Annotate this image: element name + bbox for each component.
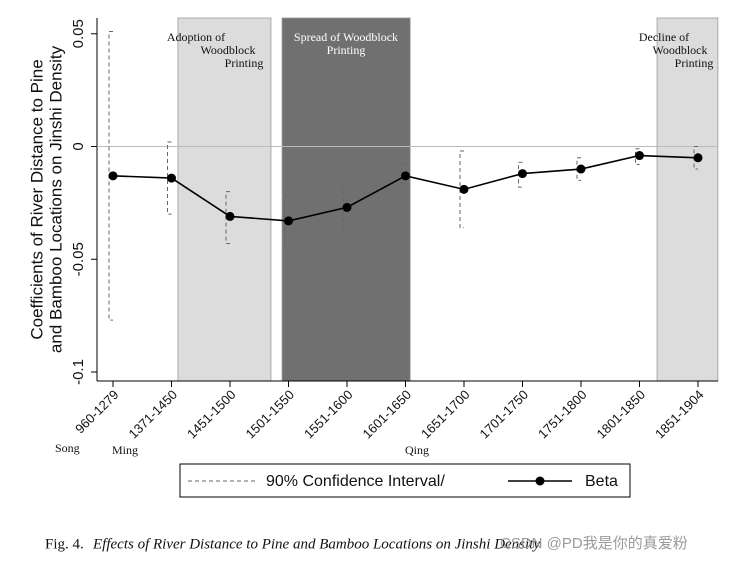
watermark: CSDN @PD我是你的真爱粉 <box>500 534 688 552</box>
x-tick-label: 1601-1650 <box>359 387 414 442</box>
y-tick-label: 0.05 <box>70 19 87 48</box>
x-tick-label: 1501-1550 <box>242 387 297 442</box>
legend-beta-dot <box>535 476 545 486</box>
beta-point <box>576 164 586 174</box>
error-bar <box>167 141 172 215</box>
x-tick-label: 1801-1850 <box>593 387 648 442</box>
region-label: Adoption of <box>167 30 225 44</box>
y-tick-label: -0.05 <box>70 242 87 276</box>
caption-prefix: Fig. 4. <box>45 536 84 552</box>
y-tick-label: -0.1 <box>70 359 87 385</box>
dynasty-label: Qing <box>405 443 429 457</box>
beta-point <box>635 151 644 161</box>
y-axis-label: Coefficients of River Distance to Pine <box>27 59 46 339</box>
region-label: Printing <box>225 56 264 70</box>
x-tick-label: 1651-1700 <box>418 387 473 442</box>
legend-beta-label: Beta <box>585 473 618 490</box>
x-tick-label: 1551-1600 <box>301 387 356 442</box>
region <box>281 17 411 382</box>
caption: Effects of River Distance to Pine and Ba… <box>92 536 540 552</box>
x-tick-label: 1371-1450 <box>125 387 180 442</box>
beta-point <box>401 171 410 181</box>
region-label: Spread of Woodblock <box>294 30 398 44</box>
error-bar <box>284 195 289 244</box>
beta-point <box>167 173 176 183</box>
x-tick-label: 1751-1800 <box>535 387 590 442</box>
legend-ci-label: 90% Confidence Interval/ <box>266 473 445 490</box>
region-label: Woodblock <box>652 43 707 57</box>
error-bar <box>635 148 640 166</box>
region <box>656 17 719 382</box>
x-tick-label: 1451-1500 <box>184 387 239 442</box>
x-tick-label: 1701-1750 <box>476 387 531 442</box>
beta-point <box>459 184 469 194</box>
region-label: Decline of <box>639 30 689 44</box>
x-tick-label: 1851-1904 <box>652 387 707 442</box>
region-label: Printing <box>327 43 366 57</box>
dynasty-label: Ming <box>112 443 138 457</box>
beta-point <box>693 153 703 163</box>
beta-point <box>284 216 293 226</box>
y-tick-label: 0 <box>70 142 87 150</box>
dynasty-label: Song <box>55 441 80 455</box>
region <box>177 17 272 382</box>
x-tick-label: 960-1279 <box>72 387 121 436</box>
beta-point <box>108 171 118 181</box>
y-axis-label: and Bamboo Locations on Jinshi Density <box>46 45 65 353</box>
region-label: Printing <box>675 56 714 70</box>
beta-point <box>225 211 235 221</box>
beta-point <box>518 169 527 179</box>
region-label: Woodblock <box>200 43 255 57</box>
beta-point <box>342 202 352 212</box>
